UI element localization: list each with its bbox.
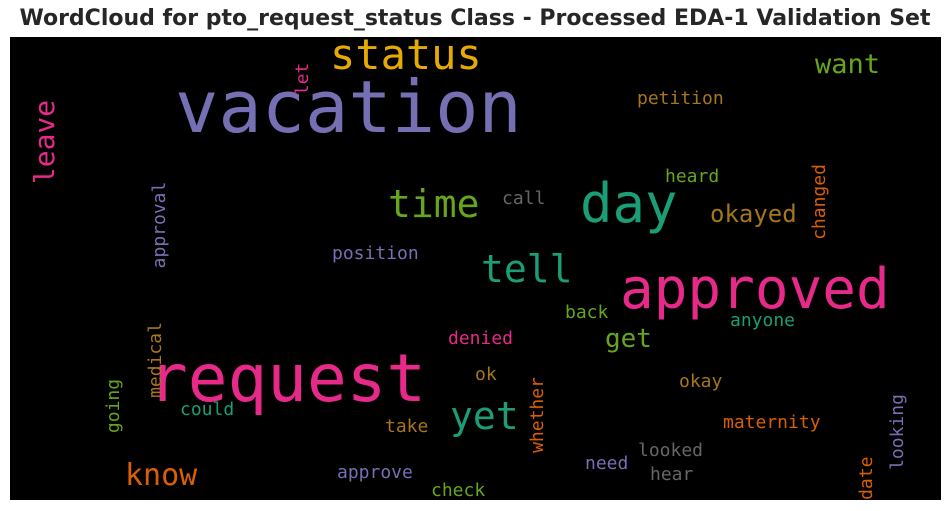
word-update: update bbox=[856, 456, 877, 500]
word-vacation: vacation bbox=[175, 65, 522, 149]
word-yet: yet bbox=[450, 394, 519, 438]
word-approved: approved bbox=[620, 257, 890, 322]
word-take: take bbox=[385, 416, 428, 437]
word-okay: okay bbox=[679, 371, 723, 392]
word-leave: leave bbox=[28, 100, 61, 184]
word-day: day bbox=[580, 172, 678, 235]
word-hear: hear bbox=[650, 464, 694, 485]
word-know: know bbox=[125, 458, 198, 493]
wordcloud-svg: vacation request approved day status timetell… bbox=[28, 37, 908, 500]
word-call: call bbox=[502, 188, 545, 209]
word-get: get bbox=[605, 324, 652, 354]
word-status: status bbox=[330, 37, 482, 79]
word-anyone: anyone bbox=[730, 310, 795, 331]
word-could: could bbox=[180, 399, 234, 420]
word-okayed: okayed bbox=[710, 200, 797, 228]
word-back: back bbox=[565, 302, 609, 323]
word-want: want bbox=[815, 49, 880, 80]
word-denied: denied bbox=[448, 328, 513, 349]
word-changed: changed bbox=[809, 164, 830, 240]
word-looking: looking bbox=[887, 394, 908, 470]
chart-title: WordCloud for pto_request_status Class -… bbox=[19, 6, 931, 31]
word-let: let bbox=[292, 63, 313, 96]
word-need: need bbox=[585, 453, 628, 474]
wordcloud-canvas: vacation request approved day status time tell… bbox=[10, 37, 941, 500]
word-looked: looked bbox=[638, 440, 703, 461]
word-approve: approve bbox=[337, 462, 413, 483]
word-going: going bbox=[103, 379, 124, 433]
word-maternity: maternity bbox=[723, 412, 821, 433]
word-tell: tell bbox=[481, 247, 573, 291]
word-ok: ok bbox=[475, 364, 497, 385]
word-medical: medical bbox=[145, 322, 166, 398]
word-check: check bbox=[431, 480, 485, 500]
word-request: request bbox=[148, 340, 426, 417]
word-position: position bbox=[332, 243, 419, 264]
word-heard: heard bbox=[665, 166, 719, 187]
word-time: time bbox=[388, 182, 480, 226]
word-whether: whether bbox=[527, 377, 548, 453]
word-approval: approval bbox=[149, 182, 170, 269]
word-petition: petition bbox=[637, 88, 724, 109]
